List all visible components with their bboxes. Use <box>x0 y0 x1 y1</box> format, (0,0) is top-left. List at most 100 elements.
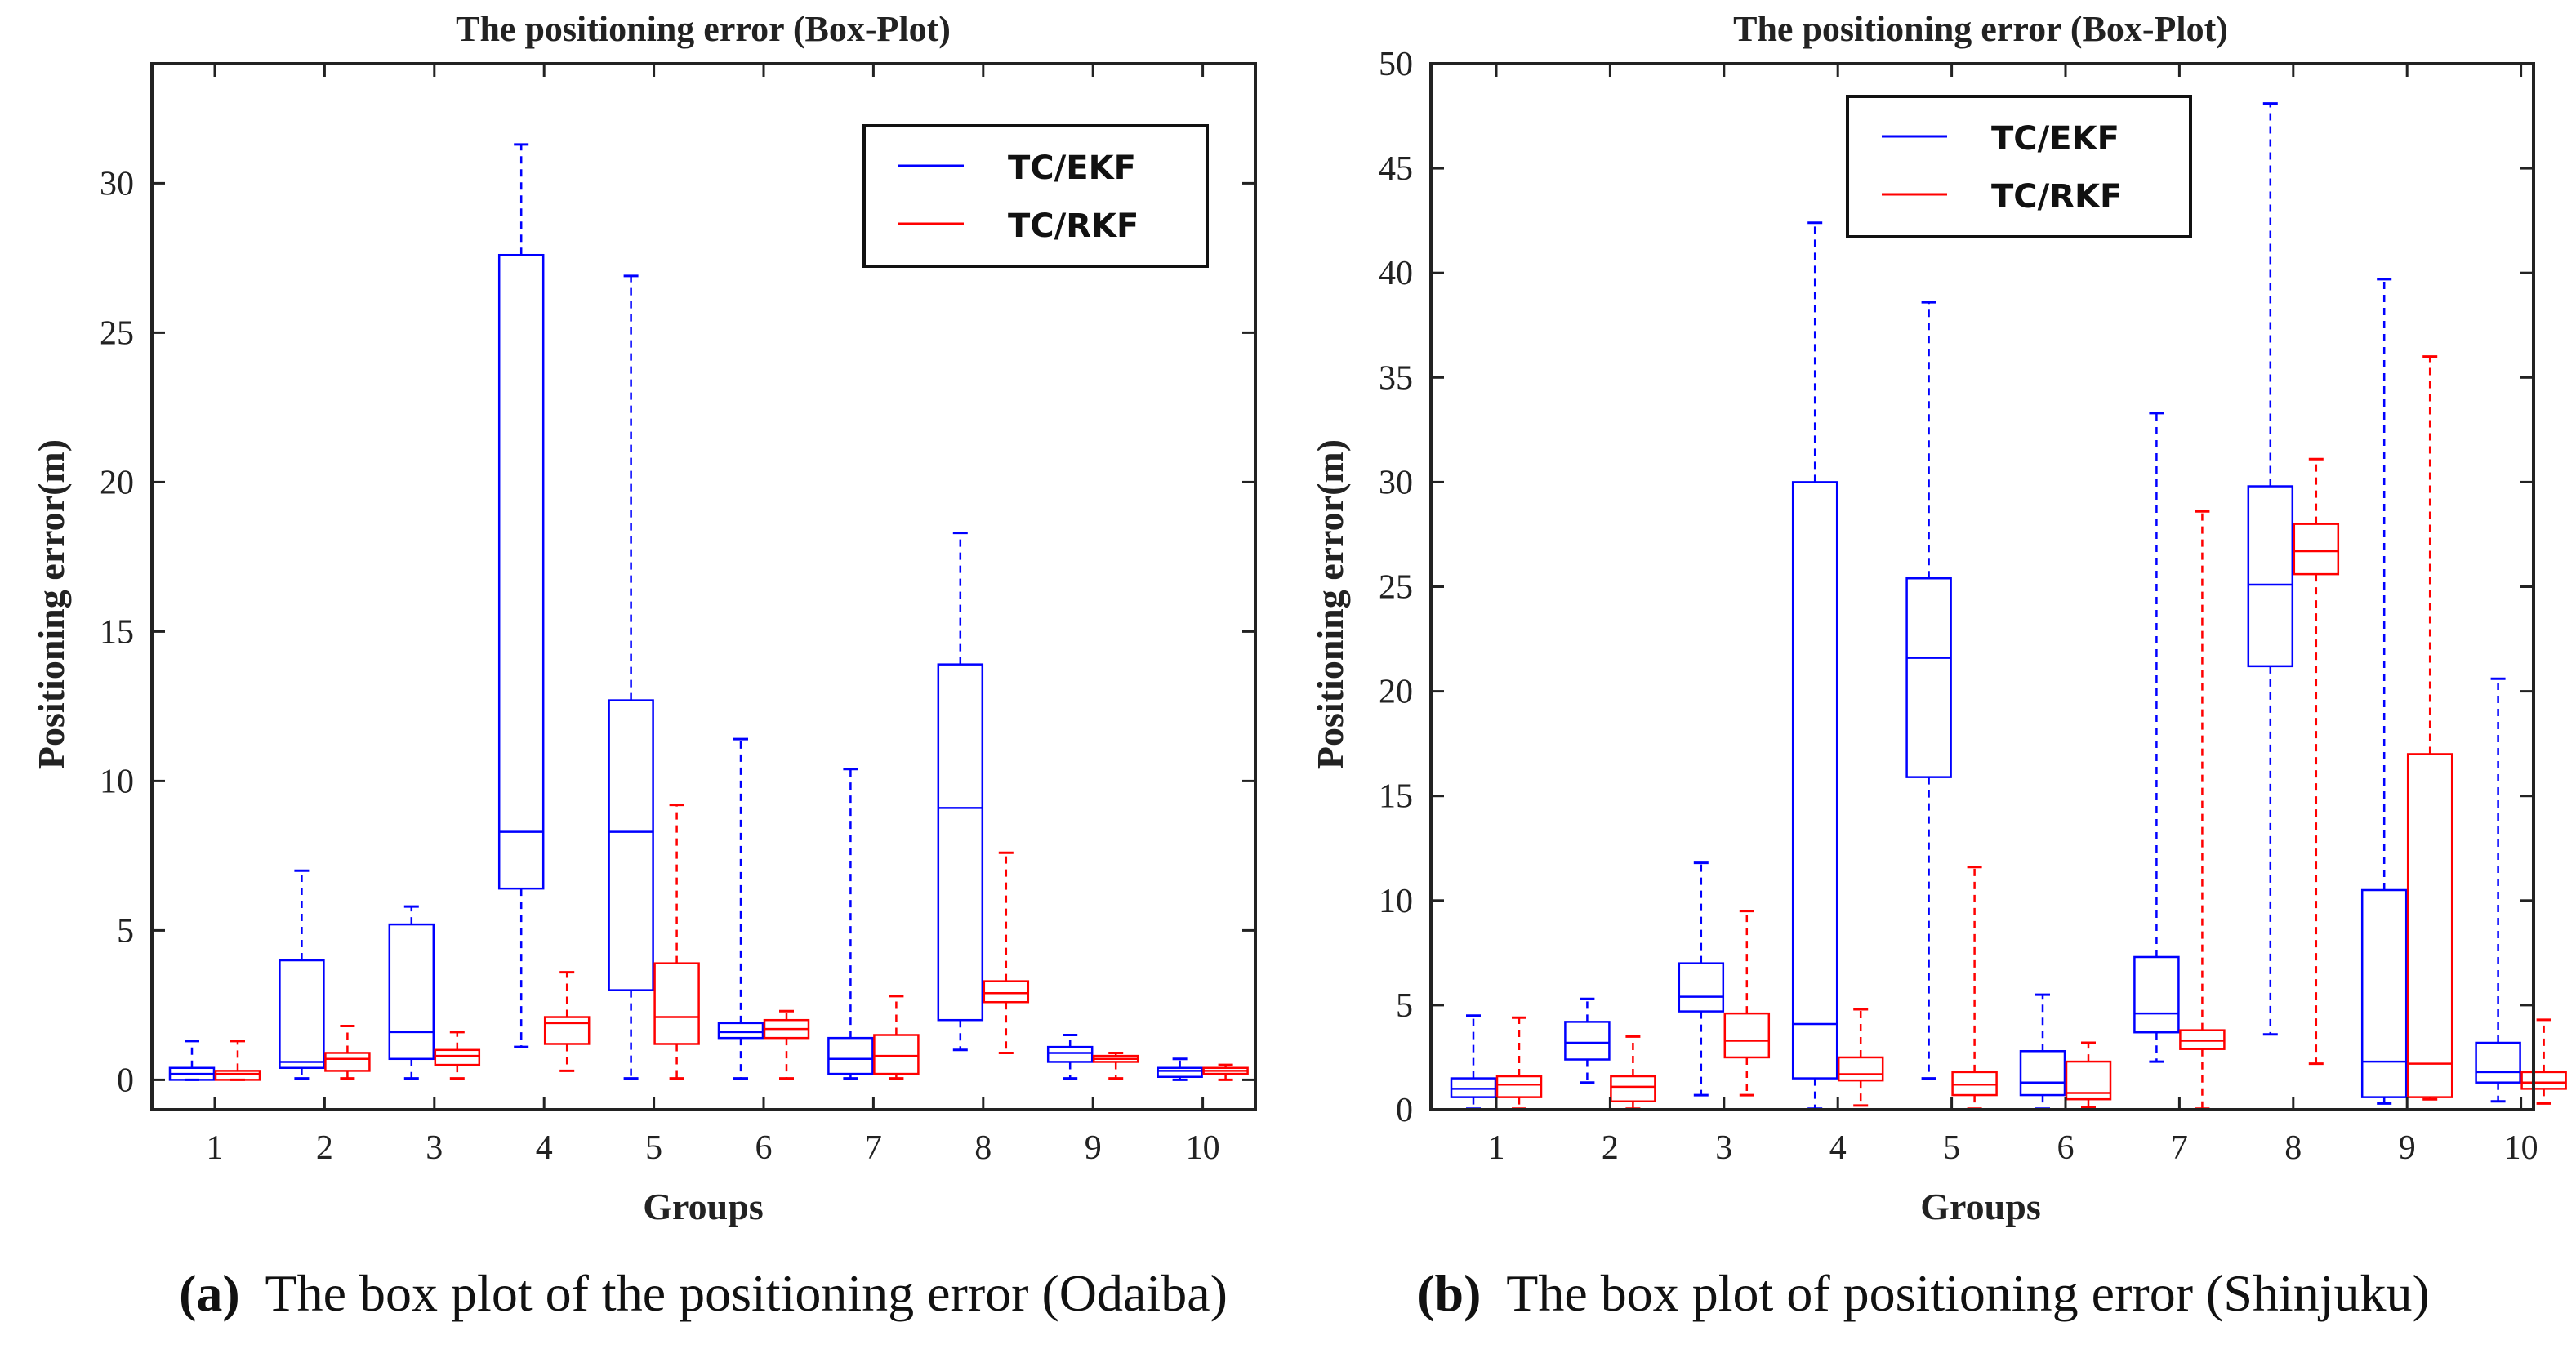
y-tick-label: 20 <box>100 464 134 501</box>
y-tick-label: 20 <box>1379 674 1413 711</box>
box-tc-ekf-group-7 <box>827 768 874 1080</box>
legend-label-tc-rkf: TC/RKF <box>1991 178 2122 216</box>
box-tc-rkf-group-8 <box>983 851 1030 1054</box>
box-tc-ekf-group-10 <box>1157 1057 1203 1081</box>
x-tick-label: 6 <box>755 1129 773 1167</box>
box-tc-ekf-group-4 <box>497 143 545 1048</box>
box-tc-rkf-group-8 <box>2293 457 2340 1066</box>
x-tick-label: 10 <box>1186 1129 1220 1167</box>
iqr-box <box>717 1022 764 1040</box>
iqr-box <box>873 1034 920 1075</box>
box-tc-rkf-group-4 <box>1837 1008 1884 1107</box>
legend-box <box>862 124 1209 268</box>
legend-label-tc-ekf: TC/EKF <box>1991 120 2119 158</box>
y-tick-label: 10 <box>100 763 134 800</box>
y-tick-label: 45 <box>1379 150 1413 188</box>
chart-title: The positioning error (Box-Plot) <box>456 9 951 49</box>
y-tick-label: 0 <box>117 1062 134 1099</box>
box-tc-rkf-group-6 <box>2065 1041 2112 1109</box>
box-tc-ekf-group-9 <box>1046 1034 1094 1080</box>
iqr-box <box>1678 962 1725 1013</box>
panel-odaiba: The positioning error (Box-Plot) 0 5 10 15 2… <box>30 9 1257 1322</box>
y-tick-label: 35 <box>1379 359 1413 397</box>
y-tick-label: 5 <box>1396 987 1413 1025</box>
x-axis-label: Groups <box>1920 1186 2040 1227</box>
iqr-box <box>937 663 984 1022</box>
iqr-box <box>1791 481 1838 1080</box>
y-tick-label: 25 <box>100 314 134 352</box>
y-tick-label: 10 <box>1379 883 1413 920</box>
x-tick-label: 2 <box>316 1129 333 1167</box>
x-tick-label: 5 <box>1943 1129 1960 1167</box>
iqr-box <box>1951 1071 1998 1097</box>
iqr-box <box>2293 523 2340 576</box>
iqr-box <box>434 1048 481 1066</box>
y-tick-label: 25 <box>1379 569 1413 607</box>
y-axis-label: Positioning error(m) <box>30 439 72 769</box>
iqr-box <box>1723 1012 1771 1059</box>
caption-text: The box plot of the positioning error (O… <box>265 1264 1228 1322</box>
x-tick-label: 9 <box>1085 1129 1102 1167</box>
caption: (b) The box plot of positioning error (S… <box>1417 1264 2430 1322</box>
chart-title: The positioning error (Box-Plot) <box>1733 9 2228 49</box>
y-tick-label: 40 <box>1379 255 1413 292</box>
x-tick-label: 1 <box>207 1129 224 1167</box>
x-tick-label: 8 <box>2284 1129 2302 1167</box>
plot-area <box>1450 102 2567 1111</box>
iqr-box <box>608 699 654 991</box>
box-tc-rkf-group-3 <box>434 1031 481 1080</box>
legend-box <box>1846 95 2192 238</box>
x-tick-label: 4 <box>536 1129 553 1167</box>
iqr-box <box>1450 1077 1497 1098</box>
panel-letter: (b) <box>1417 1264 1481 1322</box>
iqr-box <box>214 1070 261 1081</box>
iqr-box <box>2133 955 2180 1034</box>
x-tick-label: 4 <box>1829 1129 1847 1167</box>
legend: TC/EKF TC/RKF <box>1846 95 2192 238</box>
box-tc-ekf-group-7 <box>2133 412 2180 1063</box>
box-tc-rkf-group-10 <box>2520 1018 2567 1105</box>
x-axis: 1 2 3 4 5 6 7 8 9 10 <box>207 64 1220 1167</box>
box-tc-rkf-group-4 <box>543 971 591 1072</box>
box-tc-ekf-group-3 <box>388 905 435 1080</box>
x-tick-label: 10 <box>2504 1129 2538 1167</box>
x-tick-label: 7 <box>865 1129 882 1167</box>
y-tick-label: 30 <box>100 165 134 203</box>
box-tc-rkf-group-7 <box>873 995 920 1080</box>
y-tick-label: 15 <box>100 613 134 651</box>
iqr-box <box>1905 577 1952 778</box>
iqr-box <box>983 980 1030 1004</box>
legend-label-tc-ekf: TC/EKF <box>1008 149 1136 187</box>
box-tc-rkf-group-10 <box>1202 1063 1249 1081</box>
x-axis: 1 2 3 4 5 6 7 8 9 10 <box>1488 64 2538 1167</box>
box-tc-ekf-group-2 <box>279 869 325 1080</box>
iqr-box <box>388 923 435 1061</box>
y-tick-label: 5 <box>117 912 134 950</box>
iqr-box <box>1610 1075 1656 1103</box>
x-tick-label: 9 <box>2399 1129 2416 1167</box>
panel-shinjuku: The positioning error (Box-Plot) 0510152… <box>1309 9 2567 1322</box>
iqr-box <box>2019 1050 2066 1097</box>
caption: (a) The box plot of the positioning erro… <box>179 1264 1228 1322</box>
iqr-box <box>1046 1045 1094 1063</box>
iqr-box <box>2247 485 2294 668</box>
x-tick-label: 8 <box>974 1129 992 1167</box>
box-tc-ekf-group-3 <box>1678 861 1725 1097</box>
caption-text: The box plot of positioning error (Shinj… <box>1506 1264 2430 1322</box>
box-tc-ekf-group-8 <box>2247 102 2294 1036</box>
x-tick-label: 3 <box>426 1129 443 1167</box>
box-tc-rkf-group-6 <box>763 1009 810 1080</box>
iqr-box <box>1837 1056 1884 1082</box>
box-tc-rkf-group-2 <box>324 1025 371 1080</box>
iqr-box <box>324 1052 371 1072</box>
iqr-box <box>543 1016 591 1045</box>
iqr-box <box>1564 1021 1611 1061</box>
panel-letter: (a) <box>179 1264 240 1322</box>
x-axis-label: Groups <box>643 1186 763 1227</box>
y-axis-label: Positioning error(m) <box>1309 439 1351 769</box>
legend: TC/EKF TC/RKF <box>862 124 1209 268</box>
iqr-box <box>1157 1066 1203 1078</box>
y-axis: 0 5 10 15 20 25 30 35 40 45 50 <box>1379 46 2534 1129</box>
axes-frame <box>150 62 1257 1111</box>
